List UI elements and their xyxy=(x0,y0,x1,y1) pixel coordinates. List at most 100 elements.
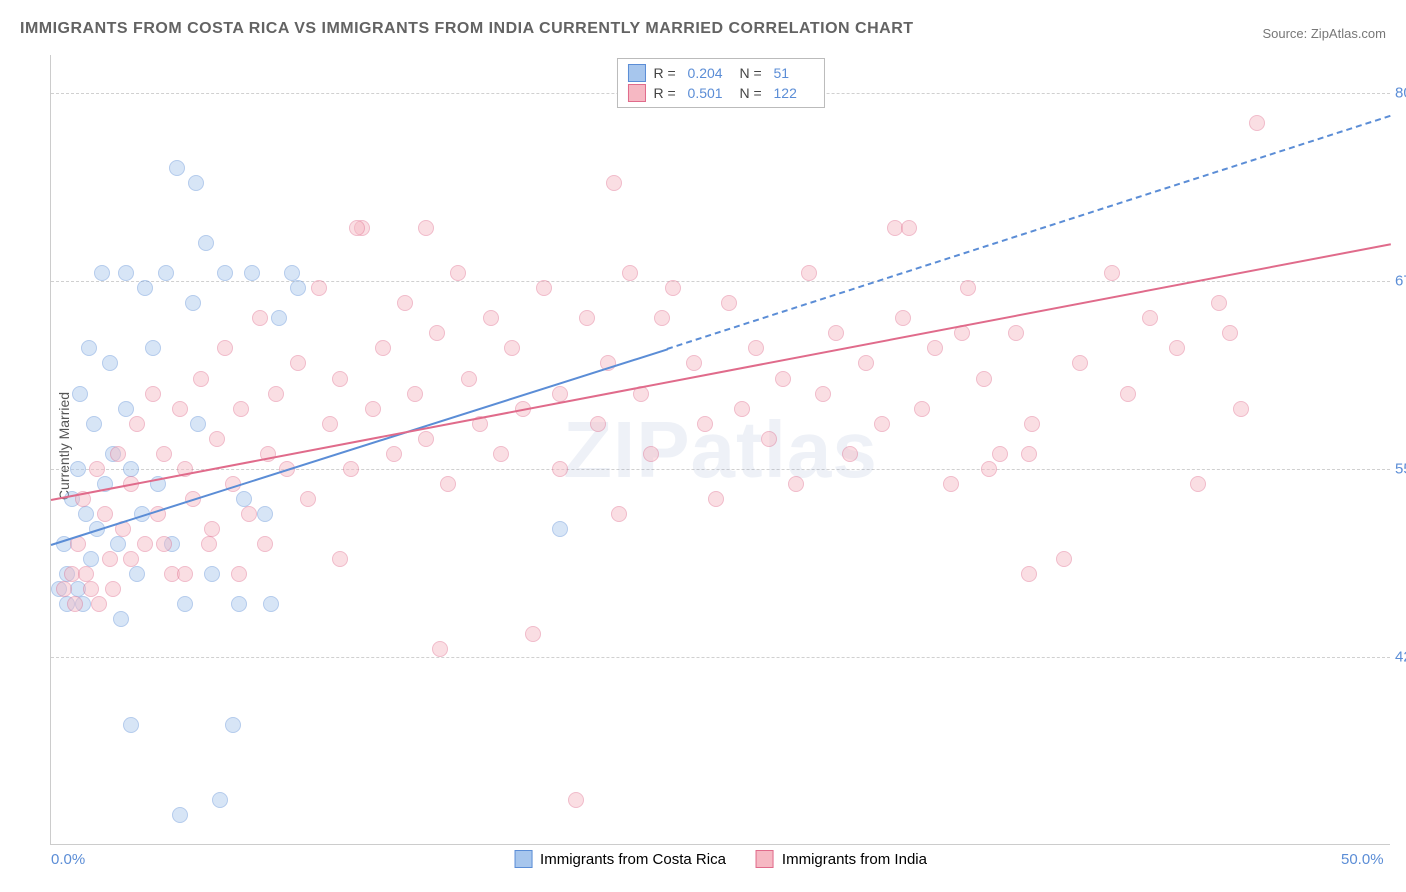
data-point xyxy=(252,310,268,326)
data-point xyxy=(78,566,94,582)
data-point xyxy=(137,280,153,296)
data-point xyxy=(263,596,279,612)
data-point xyxy=(86,416,102,432)
data-point xyxy=(209,431,225,447)
trend-line xyxy=(51,348,668,546)
data-point xyxy=(1104,265,1120,281)
data-point xyxy=(440,476,456,492)
data-point xyxy=(332,551,348,567)
data-point xyxy=(525,626,541,642)
data-point xyxy=(611,506,627,522)
source-prefix: Source: xyxy=(1262,26,1310,41)
legend-swatch-india xyxy=(756,850,774,868)
data-point xyxy=(123,717,139,733)
data-point xyxy=(201,536,217,552)
data-point xyxy=(708,491,724,507)
data-point xyxy=(217,265,233,281)
data-point xyxy=(156,536,172,552)
data-point xyxy=(568,792,584,808)
data-point xyxy=(761,431,777,447)
data-point xyxy=(1142,310,1158,326)
data-point xyxy=(960,280,976,296)
legend-n-label: N = xyxy=(736,65,766,81)
x-tick-label: 50.0% xyxy=(1341,851,1384,868)
data-point xyxy=(271,310,287,326)
legend-label-india: Immigrants from India xyxy=(782,851,927,868)
data-point xyxy=(976,371,992,387)
data-point xyxy=(257,506,273,522)
data-point xyxy=(156,446,172,462)
data-point xyxy=(102,355,118,371)
data-point xyxy=(225,717,241,733)
data-point xyxy=(418,431,434,447)
legend-r-label: R = xyxy=(653,85,679,101)
data-point xyxy=(268,386,284,402)
data-point xyxy=(775,371,791,387)
data-point xyxy=(536,280,552,296)
data-point xyxy=(590,416,606,432)
legend-n-value-1: 51 xyxy=(774,65,814,81)
data-point xyxy=(1249,115,1265,131)
data-point xyxy=(1021,566,1037,582)
data-point xyxy=(70,461,86,477)
data-point xyxy=(212,792,228,808)
data-point xyxy=(606,175,622,191)
y-tick-label: 67.5% xyxy=(1395,272,1406,289)
legend-stats: R = 0.204 N = 51 R = 0.501 N = 122 xyxy=(616,58,824,108)
chart-title: IMMIGRANTS FROM COSTA RICA VS IMMIGRANTS… xyxy=(20,20,914,38)
data-point xyxy=(158,265,174,281)
data-point xyxy=(801,265,817,281)
data-point xyxy=(241,506,257,522)
data-point xyxy=(914,401,930,417)
legend-r-value-1: 0.204 xyxy=(688,65,728,81)
data-point xyxy=(1056,551,1072,567)
data-point xyxy=(204,566,220,582)
data-point xyxy=(105,581,121,597)
data-point xyxy=(172,401,188,417)
data-point xyxy=(943,476,959,492)
data-point xyxy=(407,386,423,402)
data-point xyxy=(311,280,327,296)
data-point xyxy=(177,566,193,582)
data-point xyxy=(188,175,204,191)
legend-swatch-costa-rica xyxy=(514,850,532,868)
data-point xyxy=(697,416,713,432)
data-point xyxy=(654,310,670,326)
data-point xyxy=(686,355,702,371)
data-point xyxy=(231,596,247,612)
data-point xyxy=(842,446,858,462)
data-point xyxy=(284,265,300,281)
source-value: ZipAtlas.com xyxy=(1311,26,1386,41)
data-point xyxy=(97,506,113,522)
data-point xyxy=(118,401,134,417)
data-point xyxy=(895,310,911,326)
data-point xyxy=(198,235,214,251)
data-point xyxy=(981,461,997,477)
y-tick-label: 55.0% xyxy=(1395,460,1406,477)
data-point xyxy=(748,340,764,356)
data-point xyxy=(643,446,659,462)
data-point xyxy=(172,807,188,823)
data-point xyxy=(56,581,72,597)
data-point xyxy=(110,446,126,462)
data-point xyxy=(343,461,359,477)
data-point xyxy=(1190,476,1206,492)
data-point xyxy=(83,551,99,567)
data-point xyxy=(290,280,306,296)
legend-label-costa-rica: Immigrants from Costa Rica xyxy=(540,851,726,868)
data-point xyxy=(432,641,448,657)
data-point xyxy=(734,401,750,417)
data-point xyxy=(217,340,233,356)
data-point xyxy=(375,340,391,356)
data-point xyxy=(89,461,105,477)
data-point xyxy=(858,355,874,371)
data-point xyxy=(622,265,638,281)
data-point xyxy=(927,340,943,356)
data-point xyxy=(322,416,338,432)
data-point xyxy=(721,295,737,311)
legend-r-label: R = xyxy=(653,65,679,81)
data-point xyxy=(1233,401,1249,417)
data-point xyxy=(118,265,134,281)
data-point xyxy=(145,386,161,402)
data-point xyxy=(300,491,316,507)
